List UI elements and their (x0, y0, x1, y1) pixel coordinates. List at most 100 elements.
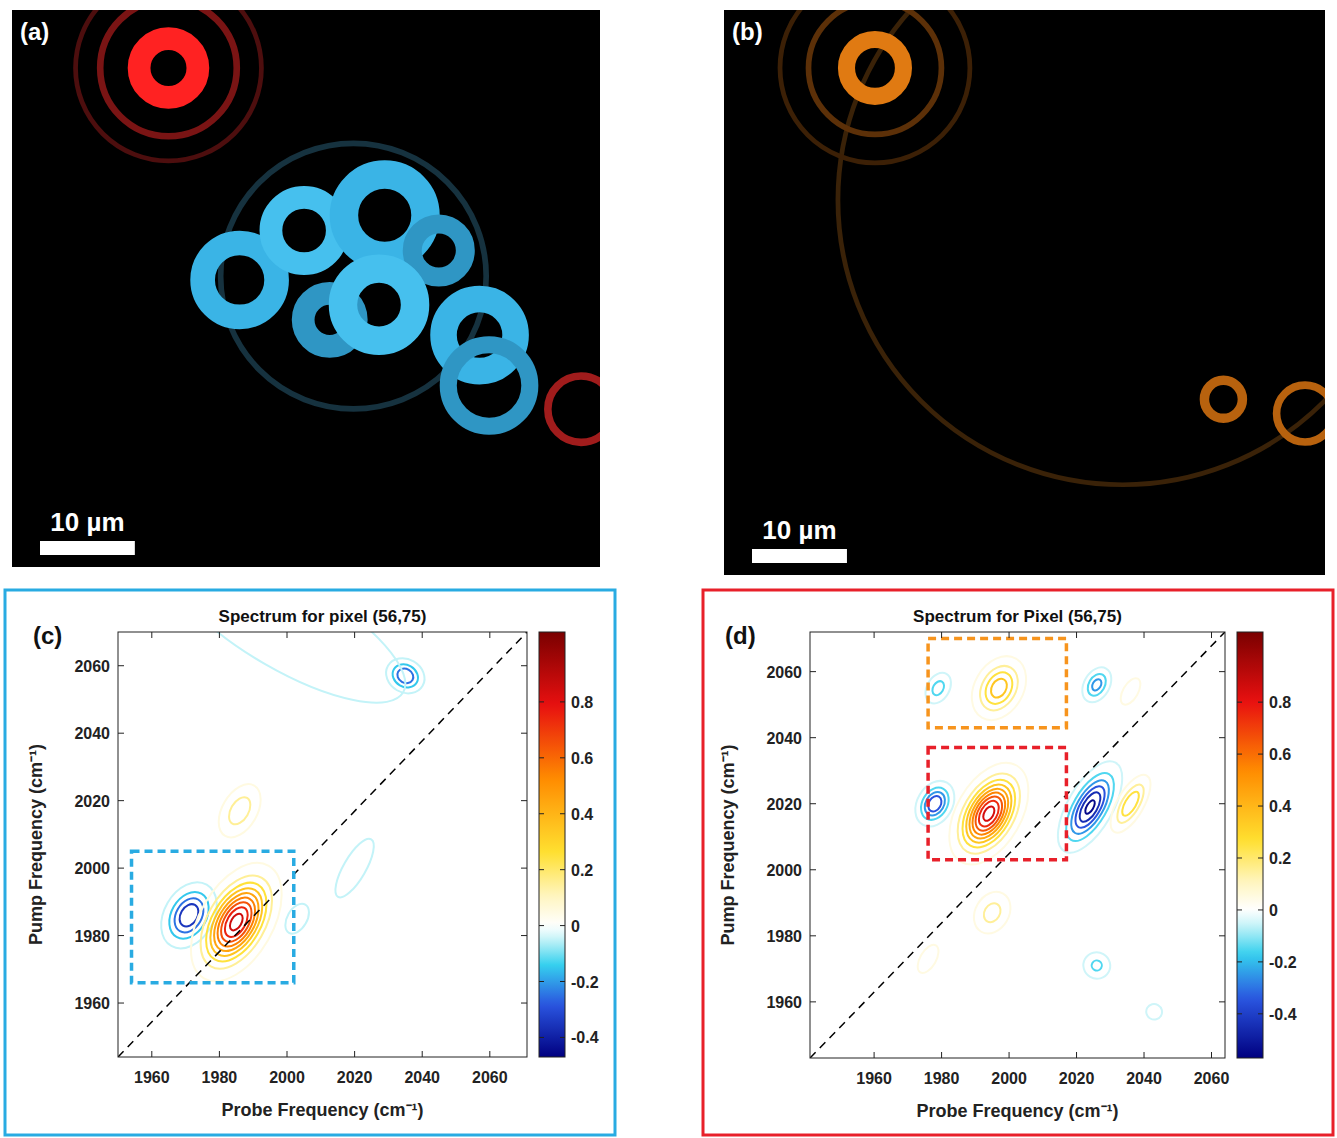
panel-border (703, 590, 1333, 1135)
ring-feature (203, 243, 277, 317)
colorbar-tick (1258, 1013, 1263, 1014)
contour-line (975, 797, 1003, 829)
scale-bar-label: 10 µm (50, 507, 124, 537)
y-tick (118, 1003, 124, 1004)
colorbar-tick-label: 0 (1269, 902, 1278, 919)
y-tick (521, 1003, 527, 1004)
colorbar-tick (539, 813, 544, 814)
ring-feature (846, 39, 903, 96)
colorbar-tick (539, 701, 544, 702)
colorbar-tick-label: 0.6 (1269, 746, 1291, 763)
plot-area (810, 632, 1225, 1058)
colorbar-tick (539, 757, 544, 758)
x-tick (1144, 632, 1145, 638)
colorbar-tick (1258, 909, 1263, 910)
x-tick (151, 632, 152, 638)
panel-border (5, 590, 615, 1135)
contour-line (1103, 769, 1159, 839)
contour-line (1083, 799, 1096, 815)
contour-line (1076, 789, 1105, 825)
y-tick (1219, 869, 1225, 870)
x-tick (489, 632, 490, 638)
colorbar-tick-label: 0.2 (1269, 850, 1291, 867)
contour-line (186, 863, 287, 980)
y-tick (810, 803, 816, 804)
colorbar-tick (560, 869, 565, 870)
colorbar-tick-label: 0.4 (1269, 798, 1291, 815)
y-tick (810, 737, 816, 738)
colorbar-tick-label: 0.8 (1269, 694, 1291, 711)
contour-line (194, 873, 279, 972)
y-tick (1219, 1001, 1225, 1002)
x-tick (1076, 1052, 1077, 1058)
scale-bar-label: 10 µm (762, 515, 836, 545)
colorbar-tick (1237, 1013, 1242, 1014)
y-tick (810, 1001, 816, 1002)
y-tick-label: 2020 (74, 793, 110, 810)
x-tick (1144, 1052, 1145, 1058)
colorbar-tick (560, 1037, 565, 1038)
contour-line (981, 805, 997, 823)
x-tick (1211, 632, 1212, 638)
colorbar-tick (539, 1037, 544, 1038)
x-tick (941, 632, 942, 638)
panel-label: (a) (20, 18, 49, 45)
colorbar-tick (560, 813, 565, 814)
y-tick-label: 1980 (74, 928, 110, 945)
contour-line (1119, 789, 1142, 818)
contour-line (205, 886, 268, 959)
ring-feature (548, 376, 600, 442)
region-box (928, 639, 1066, 728)
colorbar-tick-label: 0.2 (571, 862, 593, 879)
contour-line (930, 679, 946, 697)
panel-label: (b) (732, 18, 763, 45)
x-tick (287, 632, 288, 638)
plot-title: Spectrum for pixel (56,75) (219, 607, 427, 626)
x-tick-label: 2000 (269, 1069, 305, 1086)
y-tick-label: 2060 (766, 664, 802, 681)
contour-line (952, 771, 1026, 857)
y-tick (810, 935, 816, 936)
figure: 10 µm (a) 10 µm (b) 1960 1980 2000 2020 2040 2060… (0, 0, 1337, 1138)
colorbar-tick (560, 757, 565, 758)
contour-line (172, 848, 300, 997)
y-tick (1219, 737, 1225, 738)
y-tick (118, 935, 124, 936)
colorbar-tick (1237, 857, 1242, 858)
x-tick-label: 2020 (1059, 1070, 1095, 1087)
x-axis-title: Probe Frequency (cm⁻¹) (221, 1100, 423, 1120)
y-tick (810, 869, 816, 870)
contour-line (1070, 782, 1111, 832)
ring-feature (780, 10, 970, 163)
x-tick (1211, 1052, 1212, 1058)
region-box (132, 851, 294, 983)
colorbar-tick (1258, 806, 1263, 807)
plot-marks (118, 632, 527, 1057)
contour-line (972, 659, 1025, 717)
y-tick-label: 1960 (766, 994, 802, 1011)
contour-line (1064, 774, 1117, 839)
contour-line (981, 900, 1004, 925)
y-tick-label: 2000 (74, 860, 110, 877)
contour-line (380, 651, 431, 700)
colorbar-tick (1237, 702, 1242, 703)
contour-line (988, 676, 1010, 700)
y-tick (1219, 935, 1225, 936)
colorbar-tick-label: 0.6 (571, 750, 593, 767)
x-tick-label: 2000 (991, 1070, 1027, 1087)
colorbar-tick (560, 701, 565, 702)
colorbar (1237, 632, 1263, 1058)
image-background (12, 10, 600, 567)
x-tick-label: 2040 (1126, 1070, 1162, 1087)
colorbar-tick (560, 925, 565, 926)
colorbar-tick (539, 981, 544, 982)
x-tick (941, 1052, 942, 1058)
x-tick (219, 1051, 220, 1057)
y-axis-title: Pump Frequency (cm⁻¹) (718, 744, 738, 945)
contour-line (915, 783, 954, 825)
panel-label: (c) (33, 622, 62, 649)
colorbar-tick (1258, 702, 1263, 703)
y-tick-label: 1960 (74, 995, 110, 1012)
y-tick (1219, 803, 1225, 804)
y-tick (521, 733, 527, 734)
